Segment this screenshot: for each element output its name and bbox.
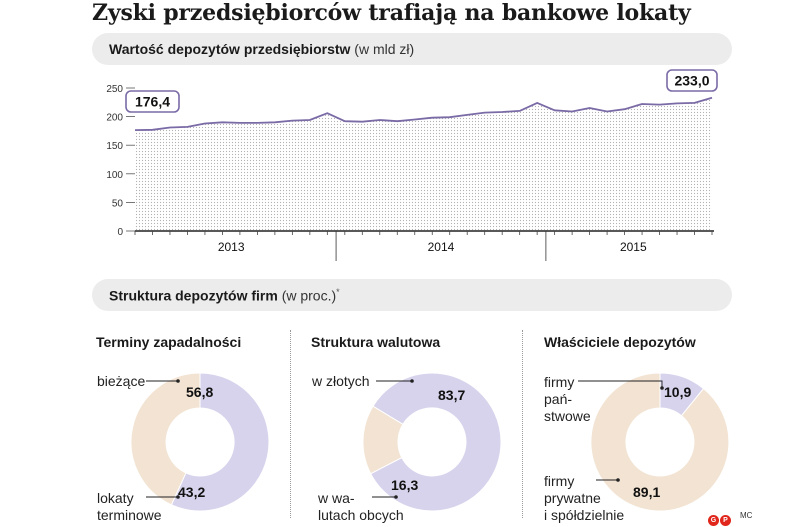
donut1-value-term: 43,2 <box>178 484 206 500</box>
donut-title-currency: Struktura walutowa <box>311 334 441 350</box>
x-year-label: 2015 <box>620 240 647 254</box>
donut3-label-private-2: prywatne <box>544 490 601 506</box>
donut1-label-term-2: terminowe <box>97 507 162 523</box>
donut3-label-state-3: stwowe <box>544 408 591 424</box>
author-credit: MC <box>740 511 753 520</box>
donut-currency-slice-1 <box>362 405 404 475</box>
donut-section-heading: Struktura depozytów firm <box>109 287 278 304</box>
y-tick-label: 150 <box>106 141 123 152</box>
line-section-unit: (w mld zł) <box>354 41 415 57</box>
donut-leader-line <box>578 380 663 388</box>
leader-dot <box>394 495 398 499</box>
donut-currency-slice-0 <box>370 372 502 512</box>
donut-title-owners: Właściciele depozytów <box>544 334 696 350</box>
line-section-header: Wartość depozytów przedsiębiorstw (w mld… <box>92 33 732 65</box>
donut-maturity-slice-1 <box>130 372 201 506</box>
donut1-value-current: 56,8 <box>186 384 214 400</box>
donut-section-unit: (w proc.) <box>281 287 337 304</box>
last-value-label-box <box>666 69 718 92</box>
x-year-label: 2013 <box>218 240 245 254</box>
donut-owners-slice-1 <box>590 372 730 512</box>
leader-dot <box>660 386 664 390</box>
deposit-series-line <box>134 96 713 131</box>
donut-section-header: Struktura depozytów firm (w proc.)* <box>92 279 732 311</box>
last-value-label: 233,0 <box>674 73 709 89</box>
donut1-label-term-1: lokaty <box>97 490 134 506</box>
leader-dot <box>176 495 180 499</box>
infographic-title: Zyski przedsiębiorców trafiają na bankow… <box>92 0 691 26</box>
y-tick-label: 200 <box>106 113 123 124</box>
y-tick-label: 250 <box>106 84 123 95</box>
leader-dot <box>176 379 180 383</box>
donut3-label-state-2: pań- <box>544 391 573 407</box>
donut-maturity-slice-0 <box>170 372 270 512</box>
donut2-label-pln: w złotych <box>312 373 370 389</box>
column-divider <box>522 330 523 518</box>
y-tick-label: 50 <box>112 198 124 209</box>
line-section-heading: Wartość depozytów przedsiębiorstw <box>109 41 351 57</box>
donut3-value-state: 10,9 <box>664 384 692 400</box>
first-value-label-box <box>125 90 180 113</box>
line-chart: 0 50 100 150 200 250 2013 2014 2015 176,4 233,0 <box>106 69 718 261</box>
donut1-label-current: bieżące <box>97 373 146 389</box>
y-tick-label: 0 <box>117 227 123 238</box>
column-divider <box>290 330 291 518</box>
donut-title-maturity: Terminy zapadalności <box>96 334 242 350</box>
donut3-label-private-1: firmy <box>544 473 575 489</box>
leader-dot <box>616 478 620 482</box>
donut3-label-private-3: i spółdzielnie <box>544 507 625 523</box>
donut2-label-foreign-2: lutach obcych <box>318 507 404 523</box>
y-tick-label: 100 <box>106 170 123 181</box>
x-year-label: 2014 <box>428 240 455 254</box>
donut2-label-foreign-1: w wa- <box>318 490 355 506</box>
leader-dot <box>410 379 414 383</box>
donut2-value-foreign: 16,3 <box>391 477 419 493</box>
first-value-label: 176,4 <box>135 94 170 110</box>
footnote-mark: * <box>336 287 340 297</box>
donut3-value-private: 89,1 <box>633 484 661 500</box>
donut3-label-state-1: firmy <box>544 374 575 390</box>
donut2-value-pln: 83,7 <box>438 387 466 403</box>
line-area-fill <box>135 97 712 231</box>
